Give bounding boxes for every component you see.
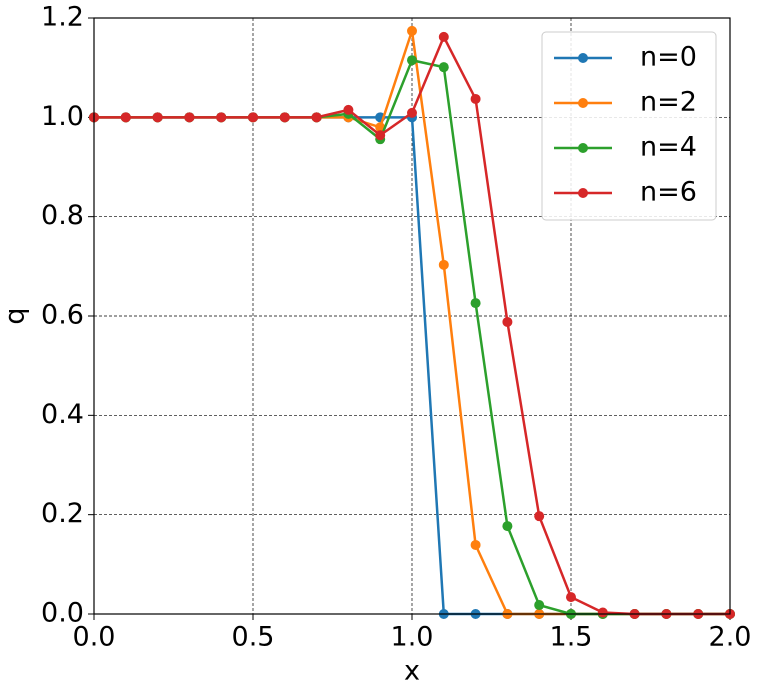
x-tick-label: 1.5 (550, 622, 593, 653)
data-point (311, 112, 322, 123)
data-point (438, 62, 449, 73)
legend-marker (578, 98, 588, 108)
y-tick-label: 0.6 (41, 300, 84, 331)
data-point (502, 521, 513, 532)
data-point (375, 130, 386, 141)
legend-label: n=6 (640, 177, 697, 208)
data-point (279, 112, 290, 123)
data-point (343, 104, 354, 115)
x-tick-label: 0.0 (73, 622, 116, 653)
data-point (407, 107, 417, 118)
x-tick-label: 0.5 (232, 622, 275, 653)
data-point (470, 93, 481, 104)
data-point (534, 600, 545, 611)
x-tick-label: 1.0 (391, 622, 434, 653)
plot-frame (93, 17, 731, 615)
data-point (597, 607, 608, 618)
y-tick-label: 1.0 (41, 101, 84, 132)
y-tick-label: 0.8 (41, 200, 84, 231)
data-point (438, 259, 449, 270)
legend-label: n=4 (640, 132, 697, 163)
data-point (566, 592, 576, 603)
data-point (438, 31, 449, 42)
x-tick-label: 2.0 (709, 622, 752, 653)
legend-marker (578, 188, 588, 198)
y-tick-label: 0.2 (41, 498, 84, 529)
data-point (248, 112, 258, 123)
data-point (534, 511, 545, 522)
y-tick-label: 0.4 (41, 399, 84, 430)
data-point (502, 316, 513, 327)
y-tick-label: 1.2 (41, 2, 84, 33)
x-axis-label: x (404, 656, 420, 687)
legend-label: n=0 (640, 42, 697, 73)
data-point (407, 25, 417, 36)
legend-marker (578, 143, 588, 153)
data-point (216, 112, 227, 123)
y-axis-label: q (0, 307, 31, 324)
legend-box (541, 31, 717, 221)
data-point (184, 112, 195, 123)
y-tick-label: 0.0 (41, 598, 84, 629)
data-point (152, 112, 163, 123)
legend-marker (578, 53, 588, 63)
legend-label: n=2 (640, 87, 697, 118)
data-point (120, 112, 131, 123)
data-point (470, 298, 481, 309)
data-point (407, 55, 417, 66)
data-point (470, 539, 481, 550)
